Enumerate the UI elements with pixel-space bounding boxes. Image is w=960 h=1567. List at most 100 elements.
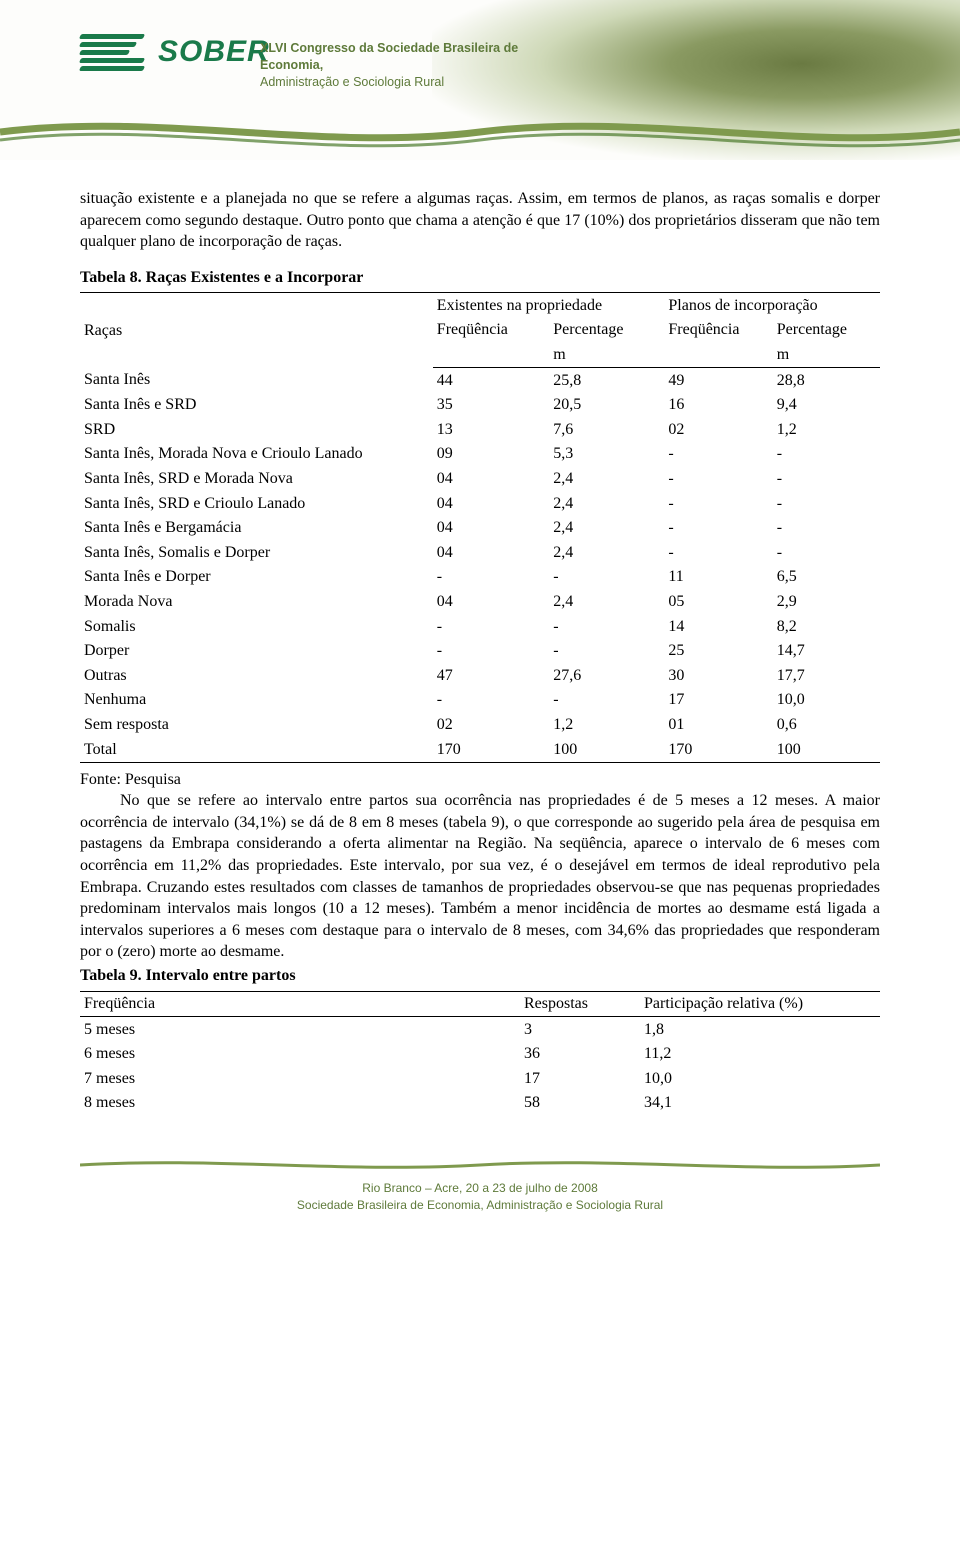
t8-cell-value: 13	[433, 417, 549, 442]
t8-cell-value: 02	[664, 417, 772, 442]
t8-cell-value: -	[664, 467, 772, 492]
t9-cell: 6 meses	[80, 1042, 520, 1067]
t9-cell: 1,8	[640, 1017, 880, 1042]
t8-cell-value: -	[773, 442, 880, 467]
table-row: SRD137,6021,2	[80, 417, 880, 442]
t8-cell-value: 30	[664, 663, 772, 688]
logo-text: SOBER	[158, 32, 270, 73]
t8-cell-value: -	[433, 614, 549, 639]
table8-source-and-paragraph: Fonte: Pesquisa No que se refere ao inte…	[80, 769, 880, 963]
t8-cell-value: 11	[664, 565, 772, 590]
table-row: 6 meses3611,2	[80, 1042, 880, 1067]
t8-cell-value: 170	[664, 737, 772, 762]
t8-cell-value: 27,6	[549, 663, 664, 688]
table-row: 7 meses1710,0	[80, 1066, 880, 1091]
t8-cell-raca: Santa Inês	[80, 368, 433, 393]
table-row: 5 meses31,8	[80, 1017, 880, 1042]
paragraph-1: situação existente e a planejada no que …	[80, 188, 880, 253]
t8-head-m2: m	[773, 343, 880, 368]
table8-source: Fonte: Pesquisa	[80, 771, 181, 788]
t9-cell: 7 meses	[80, 1066, 520, 1091]
table-row: 8 meses5834,1	[80, 1091, 880, 1116]
t8-cell-value: 35	[433, 393, 549, 418]
t8-cell-value: 04	[433, 467, 549, 492]
table9-caption: Tabela 9. Intervalo entre partos	[80, 965, 880, 987]
t8-cell-value: 01	[664, 712, 772, 737]
t8-cell-value: 14	[664, 614, 772, 639]
t9-head-resp: Respostas	[520, 991, 640, 1017]
t8-cell-value: -	[664, 491, 772, 516]
t8-head-planos: Planos de incorporação	[664, 293, 880, 318]
table-row: Nenhuma--1710,0	[80, 688, 880, 713]
t8-cell-raca: Morada Nova	[80, 590, 433, 615]
t8-cell-value: 5,3	[549, 442, 664, 467]
t8-cell-value: -	[549, 639, 664, 664]
t8-cell-raca: Sem resposta	[80, 712, 433, 737]
t8-cell-value: 44	[433, 368, 549, 393]
t9-cell: 3	[520, 1017, 640, 1042]
table-row: Sem resposta021,2010,6	[80, 712, 880, 737]
t8-cell-value: 2,4	[549, 491, 664, 516]
t8-cell-raca: Santa Inês e Dorper	[80, 565, 433, 590]
t8-cell-value: 2,4	[549, 590, 664, 615]
t9-cell: 17	[520, 1066, 640, 1091]
t8-cell-value: 25	[664, 639, 772, 664]
t8-cell-raca: Somalis	[80, 614, 433, 639]
t9-head-part: Participação relativa (%)	[640, 991, 880, 1017]
t8-cell-value: -	[664, 442, 772, 467]
t8-cell-value: 14,7	[773, 639, 880, 664]
t8-cell-value: 04	[433, 516, 549, 541]
t8-cell-value: -	[773, 491, 880, 516]
t8-cell-value: 1,2	[773, 417, 880, 442]
t8-cell-raca: Santa Inês, Morada Nova e Crioulo Lanado	[80, 442, 433, 467]
table-row: Santa Inês e SRD3520,5169,4	[80, 393, 880, 418]
logo-block: SOBER	[80, 28, 270, 76]
table-row: Santa Inês e Dorper--116,5	[80, 565, 880, 590]
t8-cell-raca: Santa Inês, SRD e Crioulo Lanado	[80, 491, 433, 516]
table-9: Freqüência Respostas Participação relati…	[80, 991, 880, 1116]
t8-cell-value: -	[773, 540, 880, 565]
t8-cell-value: -	[664, 540, 772, 565]
t8-cell-value: 17	[664, 688, 772, 713]
t8-cell-value: 09	[433, 442, 549, 467]
t8-cell-raca: Dorper	[80, 639, 433, 664]
footer-line-2: Sociedade Brasileira de Economia, Admini…	[80, 1197, 880, 1214]
t8-cell-value: 04	[433, 491, 549, 516]
t8-cell-value: -	[664, 516, 772, 541]
t9-cell: 8 meses	[80, 1091, 520, 1116]
table-row: Somalis--148,2	[80, 614, 880, 639]
table-row: Total170100170100	[80, 737, 880, 762]
t8-cell-value: -	[549, 688, 664, 713]
page-footer: Rio Branco – Acre, 20 a 23 de julho de 2…	[80, 1156, 880, 1246]
table8-caption: Tabela 8. Raças Existentes e a Incorpora…	[80, 267, 880, 289]
t8-cell-value: 2,4	[549, 516, 664, 541]
table-row: Santa Inês, Morada Nova e Crioulo Lanado…	[80, 442, 880, 467]
t8-cell-raca: Nenhuma	[80, 688, 433, 713]
t9-cell: 10,0	[640, 1066, 880, 1091]
t8-cell-value: 04	[433, 590, 549, 615]
t8-cell-raca: Santa Inês, SRD e Morada Nova	[80, 467, 433, 492]
t8-cell-value: 7,6	[549, 417, 664, 442]
t8-head-freq2: Freqüência	[664, 318, 772, 343]
t8-cell-value: 1,2	[549, 712, 664, 737]
t8-head-m1: m	[549, 343, 664, 368]
t8-cell-value: 9,4	[773, 393, 880, 418]
t8-cell-value: -	[549, 614, 664, 639]
table-row: Morada Nova042,4052,9	[80, 590, 880, 615]
t8-cell-value: 6,5	[773, 565, 880, 590]
t8-cell-value: 20,5	[549, 393, 664, 418]
header-banner: SOBER XLVI Congresso da Sociedade Brasil…	[0, 0, 960, 160]
intro-paragraph-block: situação existente e a planejada no que …	[80, 188, 880, 253]
t8-cell-raca: Outras	[80, 663, 433, 688]
t8-head-freq1: Freqüência	[433, 318, 549, 343]
t9-head-freq: Freqüência	[80, 991, 520, 1017]
t8-cell-value: 02	[433, 712, 549, 737]
table-row: Santa Inês, Somalis e Dorper042,4--	[80, 540, 880, 565]
t8-cell-value: -	[773, 516, 880, 541]
congress-line-1: XLVI Congresso da Sociedade Brasileira d…	[260, 40, 540, 74]
t8-cell-value: 25,8	[549, 368, 664, 393]
t8-cell-raca: SRD	[80, 417, 433, 442]
t8-cell-value: 17,7	[773, 663, 880, 688]
t9-cell: 58	[520, 1091, 640, 1116]
t8-cell-value: 28,8	[773, 368, 880, 393]
